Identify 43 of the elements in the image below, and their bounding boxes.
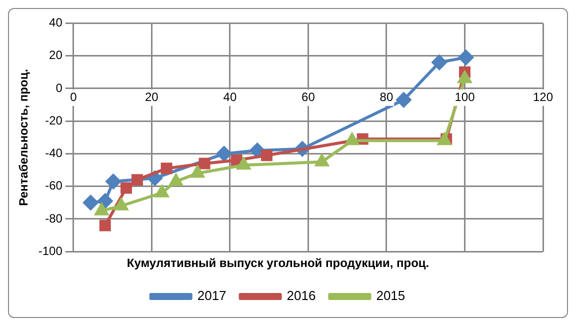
point [438,133,452,146]
y-tick-label: -40 [45,146,63,160]
point [190,166,204,178]
point [198,158,210,170]
point [396,92,412,108]
y-tick-label: 0 [56,80,63,95]
y-tick-label: -60 [45,178,63,193]
point [458,50,474,65]
point [169,174,183,186]
legend-label: 2015 [376,288,406,304]
y-tick-label: 40 [49,16,63,30]
point [131,174,143,186]
x-tick-label: 60 [302,90,316,104]
y-tick-label: -80 [45,211,63,226]
legend-label: 2017 [197,288,226,304]
point [432,54,447,70]
y-tick-label: -100 [38,244,63,258]
point [315,154,329,166]
x-tick-label: 100 [454,90,476,104]
point [114,198,128,210]
point [106,174,121,189]
point [120,182,132,194]
x-tick-label: 120 [532,90,554,104]
x-tick-label: 0 [70,90,78,104]
point [155,185,169,198]
y-axis-title: Рентабельность, проц. [16,68,31,206]
x-axis-title: Кумулятивный выпуск угольной продукции, проц. [126,256,430,270]
point [345,133,359,146]
point [160,162,172,174]
point [216,146,232,162]
point [458,71,472,84]
point [260,150,272,162]
x-tick-label: 40 [223,90,237,104]
y-tick-label: -20 [45,113,63,128]
y-tick-label: 20 [49,48,63,62]
x-tick-label: 20 [145,90,159,104]
point [99,220,111,232]
point [83,195,98,210]
x-tick-label: 80 [380,90,394,104]
legend-label: 2016 [286,288,316,304]
point [236,158,250,170]
point [94,203,108,216]
point [98,194,113,209]
